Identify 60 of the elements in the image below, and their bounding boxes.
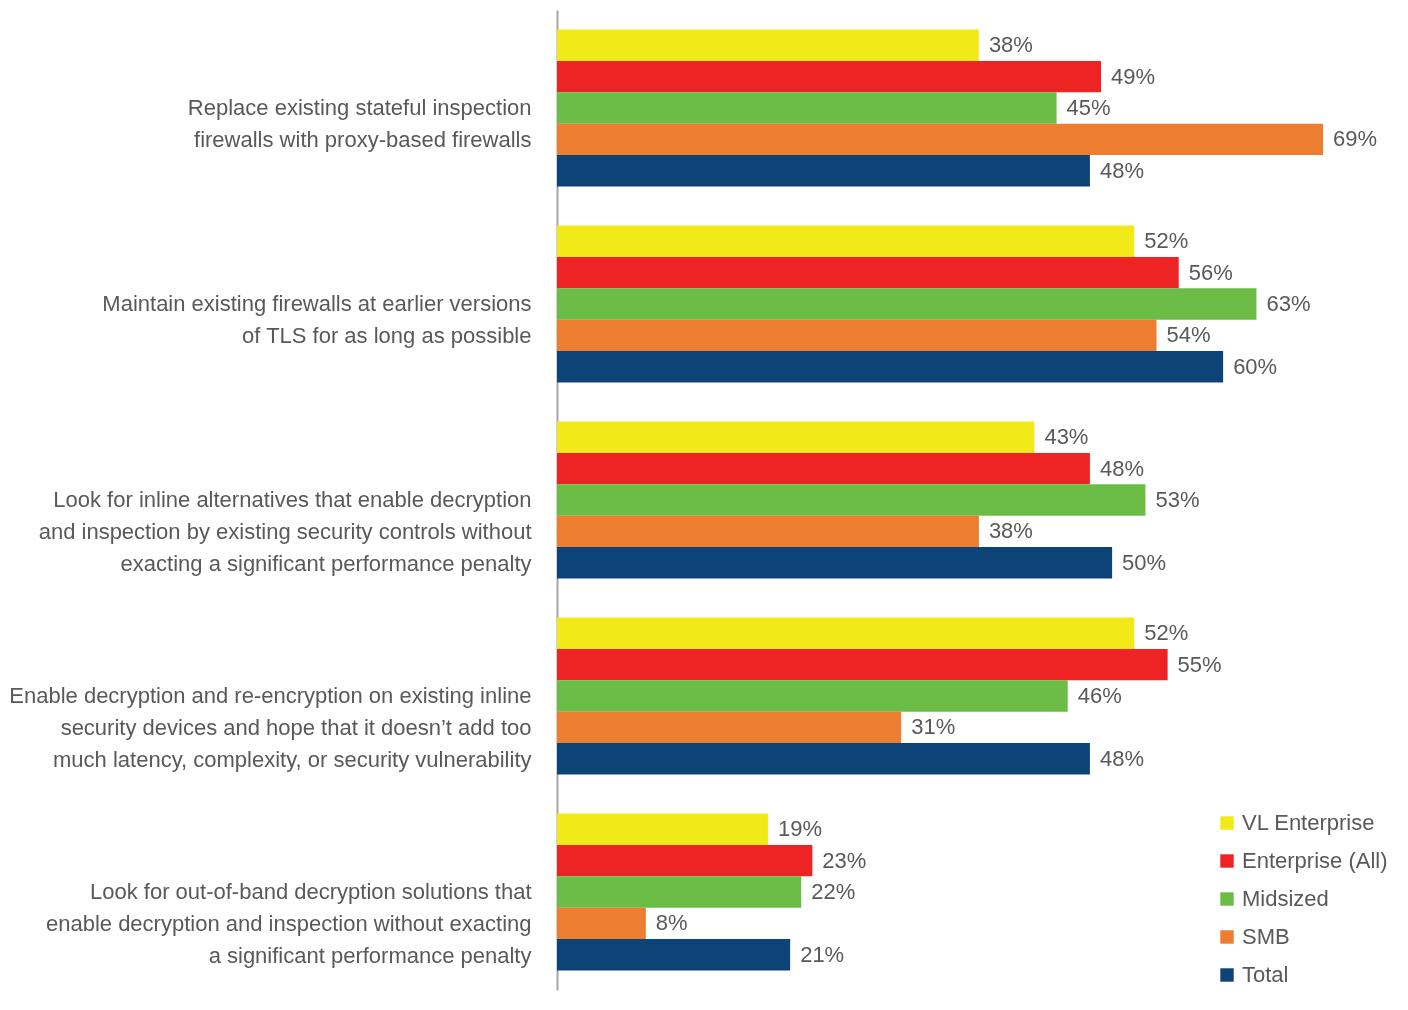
data-label: 48% xyxy=(1099,745,1144,771)
bar xyxy=(557,648,1168,681)
bar xyxy=(557,155,1090,187)
bar xyxy=(557,60,1102,93)
legend-label: Total xyxy=(1242,962,1289,987)
data-label: 19% xyxy=(777,816,822,842)
data-label: 52% xyxy=(1144,228,1189,254)
y-tick-label: Replace existing stateful inspection firewalls with proxy-based firewalls xyxy=(187,95,532,152)
data-label: 63% xyxy=(1266,291,1311,316)
data-label: 50% xyxy=(1122,549,1167,575)
data-label: 23% xyxy=(822,847,867,873)
data-label: 8% xyxy=(655,910,688,936)
data-label: 55% xyxy=(1177,651,1222,677)
legend-label: VL Enterprise xyxy=(1242,810,1375,835)
data-label: 48% xyxy=(1099,455,1144,481)
y-tick-label: Enable decryption and re-encryption on existing inline security devices and hope that it doesn’t add too much latency, complexity, or security vulnerability xyxy=(9,683,532,772)
data-label: 54% xyxy=(1166,322,1211,348)
bar xyxy=(557,680,1068,712)
data-label: 48% xyxy=(1099,157,1144,183)
bar xyxy=(557,256,1179,289)
data-label: 46% xyxy=(1077,683,1122,708)
data-label: 43% xyxy=(1044,424,1089,450)
data-label: 69% xyxy=(1333,126,1378,152)
data-label: 52% xyxy=(1144,620,1189,646)
bar xyxy=(557,907,646,940)
bar xyxy=(557,515,979,548)
bar xyxy=(557,319,1157,352)
bar xyxy=(557,813,768,845)
data-label: 38% xyxy=(988,518,1033,544)
bar xyxy=(557,743,1090,775)
bar xyxy=(557,844,813,877)
y-tick-label: Maintain existing firewalls at earlier versions of TLS for as long as possible xyxy=(102,291,532,348)
bar xyxy=(557,225,1135,257)
data-label: 60% xyxy=(1233,353,1278,379)
bar xyxy=(557,547,1113,579)
y-tick-label: Look for out-of-band decryption solutions that enable decryption and inspection without exacting a significant performance penalty xyxy=(45,879,532,968)
bar xyxy=(557,939,791,971)
data-label: 56% xyxy=(1188,259,1233,285)
bar xyxy=(557,123,1324,156)
bar xyxy=(557,711,902,744)
data-label: 53% xyxy=(1155,487,1200,512)
bar xyxy=(557,617,1135,649)
bar xyxy=(557,29,979,61)
bar xyxy=(557,421,1035,453)
legend-label: Midsized xyxy=(1242,886,1329,911)
bar xyxy=(557,92,1057,124)
bar xyxy=(557,484,1146,516)
legend-label: Enterprise (All) xyxy=(1242,848,1388,873)
bar xyxy=(557,351,1224,383)
data-label: 38% xyxy=(988,32,1033,58)
data-label: 22% xyxy=(811,879,856,904)
data-label: 45% xyxy=(1066,95,1111,120)
y-tick-label: Look for inline alternatives that enable decryption and inspection by existing security controls without exacting a significant performance penalty xyxy=(38,487,532,576)
bar xyxy=(557,452,1090,485)
bar xyxy=(557,876,802,908)
legend-label: SMB xyxy=(1242,924,1290,949)
data-label: 31% xyxy=(911,714,956,740)
data-label: 21% xyxy=(800,941,845,967)
data-label: 49% xyxy=(1111,63,1156,89)
bar xyxy=(557,288,1257,320)
